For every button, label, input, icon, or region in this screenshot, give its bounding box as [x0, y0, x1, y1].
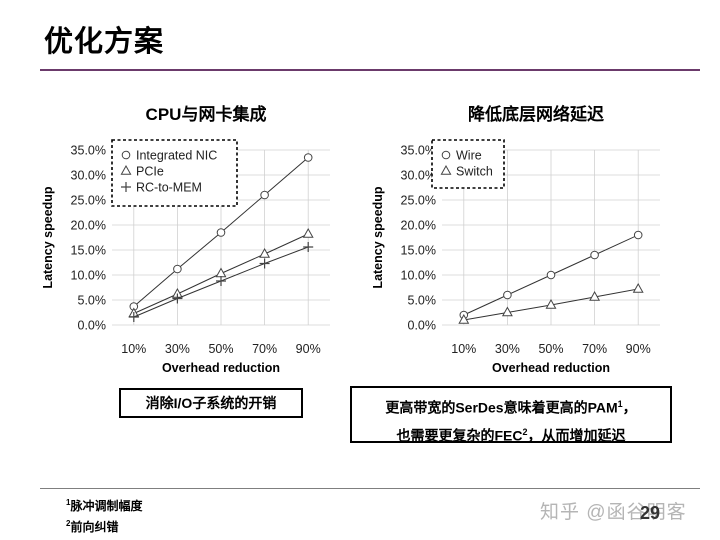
right-series-triangle — [458, 282, 644, 324]
right-title: 降低底层网络延迟 — [468, 104, 604, 124]
left-ytick-label: 35.0% — [71, 144, 106, 158]
note-right-line1-sup: 1 — [617, 399, 623, 409]
left-ytick-label: 0.0% — [78, 319, 107, 333]
right-point-triangle — [589, 290, 601, 301]
left-legend-box — [111, 139, 238, 207]
note-right-line2-sup: 2 — [522, 426, 528, 437]
right-ytick-label: 35.0% — [401, 144, 436, 158]
chart-cpu-nic-svg: CPU与网卡集成 0.0% 5.0% 10.0% 15.0% 20.0% 25.0% 30.0… — [41, 104, 330, 375]
right-xtick-label: 10% — [451, 342, 476, 356]
footnote-2: 2前向纠错 — [66, 515, 142, 536]
right-ytick-label: 20.0% — [401, 219, 436, 233]
note-right: 更高带宽的SerDes意味着更高的PAM1， 也需要更复杂的FEC2，从而增加延… — [350, 386, 672, 443]
right-legend-label: Wire — [456, 149, 482, 163]
right-point-triangle — [501, 306, 513, 317]
page-number: 29 — [640, 503, 661, 523]
left-xlabel: Overhead reduction — [162, 361, 280, 375]
right-point-triangle — [458, 313, 470, 324]
chart-network-svg: 降低底层网络延迟 0.0% 5.0% 10.0% 15.0% 20.0% 25.0% 30.0… — [371, 104, 660, 375]
left-point-plus — [259, 258, 270, 269]
note-right-line2-end: ，从而增加延迟 — [527, 427, 626, 444]
left-point-circle — [303, 153, 313, 162]
right-xtick-label: 70% — [582, 342, 607, 356]
left-ytick-label: 30.0% — [71, 169, 106, 183]
right-xtick-label: 30% — [495, 342, 520, 356]
right-legend-marker — [440, 164, 452, 175]
left-point-circle — [260, 190, 269, 200]
chart-network: 降低底层网络延迟 0.0% 5.0% 10.0% 15.0% 20.0% 25.0% 30.0… — [350, 90, 680, 390]
left-legend-marker — [120, 164, 132, 175]
left-ytick-label: 15.0% — [71, 244, 106, 258]
left-point-triangle — [302, 227, 314, 238]
right-point-circle — [503, 290, 512, 300]
left-point-plus — [303, 242, 314, 252]
right-ytick-label: 15.0% — [401, 244, 436, 258]
left-legend-label: PCIe — [136, 165, 164, 179]
page-title: 优化方案 — [44, 26, 165, 58]
right-legend-box — [431, 139, 505, 189]
footnote-2-mark: 2 — [66, 519, 71, 528]
watermark: 知乎 @函谷明客 — [540, 502, 687, 523]
right-ytick-label: 25.0% — [401, 194, 436, 208]
note-right-line2: 也需要更复杂的FEC2，从而增加延迟 — [352, 420, 670, 448]
right-ytick-label: 30.0% — [401, 169, 436, 183]
right-legend-label: Switch — [456, 165, 493, 179]
right-xlabel: Overhead reduction — [492, 361, 610, 375]
right-point-circle — [590, 250, 599, 260]
left-legend: Integrated NIC PCIe RC-to-MEM — [111, 139, 238, 207]
right-ytick-label: 5.0% — [408, 294, 437, 308]
note-right-line1: 更高带宽的SerDes意味着更高的PAM1， — [352, 392, 670, 420]
left-xtick-label: 90% — [296, 342, 321, 356]
left-series-circle — [129, 153, 313, 311]
right-point-triangle — [545, 298, 557, 309]
left-point-circle — [216, 228, 226, 237]
right-legend-marker — [441, 150, 451, 160]
left-series-plus — [128, 242, 314, 322]
left-xtick-label: 30% — [165, 342, 190, 356]
footnote-2-text: 前向纠错 — [70, 520, 119, 534]
left-point-triangle — [259, 247, 271, 258]
left-xtick-label: 50% — [208, 342, 233, 356]
left-legend-label: Integrated NIC — [136, 149, 217, 163]
note-right-line1-end: ， — [622, 399, 637, 416]
left-ytick-label: 5.0% — [78, 294, 107, 308]
right-series-circle — [459, 230, 643, 320]
right-ylabel: Latency speedup — [371, 186, 385, 288]
left-legend-marker — [121, 150, 131, 160]
footnotes: 1脉冲调制幅度 2前向纠错 — [66, 494, 142, 536]
right-ytick-label: 0.0% — [408, 319, 437, 333]
chart-cpu-nic: CPU与网卡集成 0.0% 5.0% 10.0% 15.0% 20.0% 25.0% 30.0… — [20, 90, 350, 390]
right-xtick-label: 90% — [626, 342, 651, 356]
note-right-line1-text: 更高带宽的SerDes意味着更高的PAM — [385, 399, 618, 416]
right-point-circle — [633, 230, 643, 240]
left-point-plus — [216, 276, 226, 286]
left-xtick-label: 10% — [121, 342, 146, 356]
left-point-circle — [173, 264, 182, 274]
left-ytick-label: 10.0% — [71, 269, 106, 283]
note-left-text: 消除I/O子系统的开销 — [145, 395, 277, 411]
left-ytick-label: 20.0% — [71, 219, 106, 233]
right-legend: Wire Switch — [431, 139, 505, 189]
footnote-divider — [40, 488, 700, 489]
left-legend-label: RC-to-MEM — [136, 181, 202, 195]
left-ytick-label: 25.0% — [71, 194, 106, 208]
right-point-circle — [546, 270, 556, 280]
title-divider — [40, 69, 700, 71]
footnote-1-text: 脉冲调制幅度 — [70, 499, 143, 513]
left-xtick-label: 70% — [252, 342, 277, 356]
footnote-1: 1脉冲调制幅度 — [66, 494, 142, 515]
left-title: CPU与网卡集成 — [146, 104, 267, 124]
left-ylabel: Latency speedup — [41, 186, 55, 288]
right-point-triangle — [632, 282, 644, 293]
note-left: 消除I/O子系统的开销 — [119, 388, 303, 418]
right-ytick-label: 10.0% — [401, 269, 436, 283]
left-point-plus — [128, 312, 139, 322]
left-point-plus — [172, 293, 183, 304]
footnote-1-mark: 1 — [66, 498, 71, 507]
right-xtick-label: 50% — [538, 342, 563, 356]
left-legend-marker — [121, 182, 131, 192]
note-right-line2-text: 也需要更复杂的FEC — [396, 427, 523, 444]
